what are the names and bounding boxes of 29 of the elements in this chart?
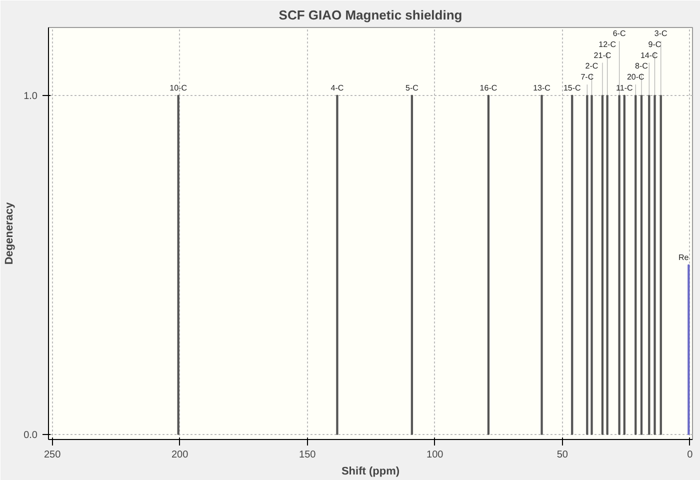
x-tick-label: 50 [556,450,568,460]
annotation: 2-C [585,62,598,71]
annotation: 5-C [406,83,419,92]
annotation: 11-C [616,83,633,92]
annotation: 16-C [480,83,498,92]
chart-title: SCF GIAO Magnetic shielding [278,8,462,22]
x-tick-label: 200 [172,450,189,460]
annotation: Re [678,252,690,262]
y-axis-title: Degeneracy [4,201,16,265]
annotation: 6-C [612,29,626,38]
x-tick-label: 100 [426,450,444,460]
y-tick-label: 1.0 [24,90,38,102]
annotation: 9-C [648,40,662,49]
annotation: 4-C [330,83,344,92]
annotation: 21-C [594,50,612,60]
x-tick-label: 0 [687,450,694,460]
annotation: 3-C [654,29,668,38]
annotation: 8-C [635,62,648,71]
annotation: 20-C [626,72,645,82]
annotation: 10-C [170,83,188,92]
y-tick-label: 0.0 [24,430,38,441]
annotation: 12-C [598,40,616,49]
x-tick-label: 150 [299,450,316,460]
x-tick-label: 250 [44,450,62,460]
annotation: 13-C [533,83,551,92]
annotation: 15-C [563,83,582,92]
annotation: 14-C [640,50,658,60]
x-axis-title: Shift (ppm) [341,466,400,478]
annotation: 7-C [580,72,594,82]
